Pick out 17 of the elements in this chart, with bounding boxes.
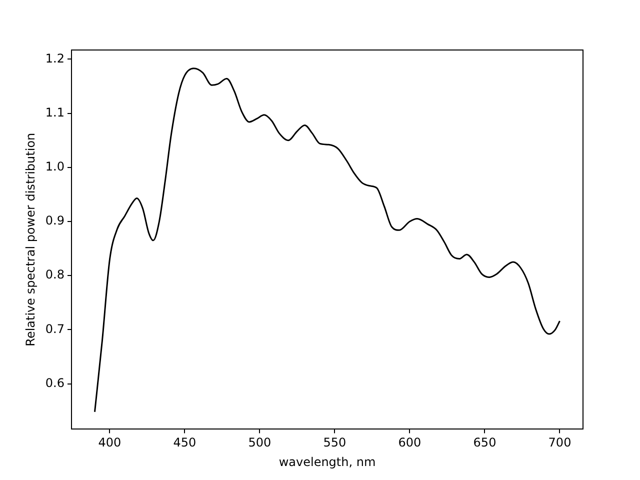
y-tick-label: 1.2 (45, 51, 64, 66)
x-tick-label: 650 (473, 436, 496, 450)
y-tick-label: 0.9 (45, 214, 64, 228)
line-series (94, 68, 560, 413)
x-axis-title: wavelength, nm (278, 454, 376, 469)
y-tick-label: 1.1 (45, 105, 64, 120)
y-tick-label: 0.8 (45, 268, 64, 282)
y-tick-label: 0.7 (45, 322, 64, 336)
x-tick-label: 600 (398, 436, 422, 450)
y-tick-label: 0.6 (45, 376, 64, 390)
y-axis-title: Relative spectral power distribution (23, 132, 38, 346)
x-tick-label: 500 (248, 436, 272, 450)
x-tick-label: 450 (173, 436, 196, 450)
y-tick-label: 1.0 (45, 160, 64, 174)
x-tick-label: 550 (323, 436, 346, 450)
x-tick-label: 400 (98, 436, 122, 450)
x-tick-label: 700 (548, 436, 572, 450)
